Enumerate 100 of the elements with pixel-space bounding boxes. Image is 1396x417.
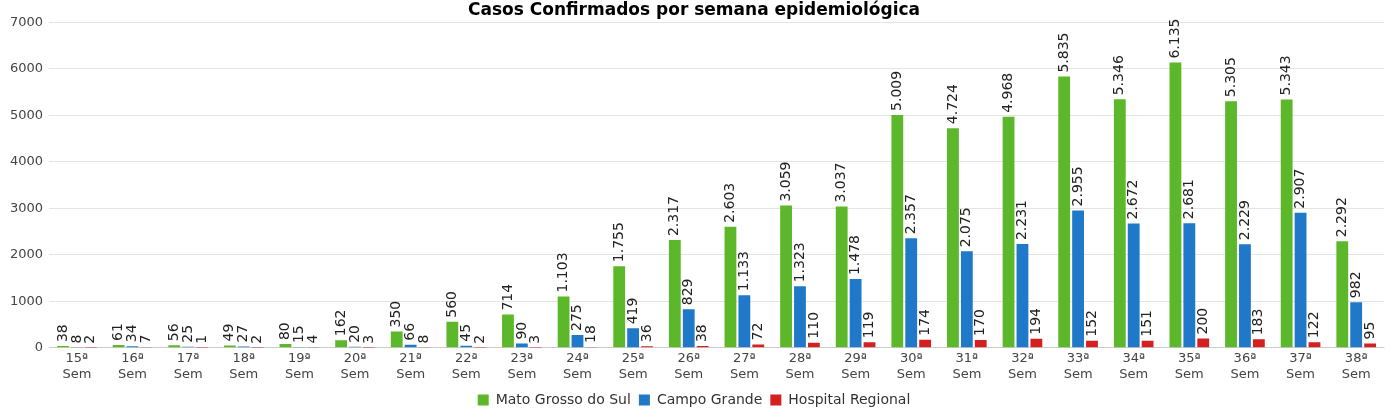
data-label: 18 <box>582 325 599 343</box>
data-label: 5.343 <box>1277 55 1294 96</box>
data-label: 2.231 <box>1013 200 1030 241</box>
data-label: 2 <box>470 334 487 344</box>
data-label: 1.323 <box>790 242 807 283</box>
data-label: 2.229 <box>1235 200 1252 241</box>
bar <box>960 251 973 348</box>
data-label: 38 <box>53 324 70 343</box>
data-label: 95 <box>1360 321 1377 340</box>
bar <box>919 339 932 348</box>
data-label: 1.755 <box>609 222 626 263</box>
x-tick-label: 20ª Sem <box>340 349 370 381</box>
data-label: 90 <box>512 321 529 340</box>
chart-title: Casos Confirmados por semana epidemiológica <box>467 0 921 19</box>
x-tick-label: 25ª Sem <box>618 349 648 381</box>
data-label: 2.075 <box>957 207 974 248</box>
y-tick-label: 5000 <box>9 106 44 122</box>
x-tick-label: 15ª Sem <box>62 349 92 381</box>
bar <box>905 238 918 348</box>
bar <box>502 314 514 348</box>
x-tick-label: 33ª Sem <box>1063 349 1093 381</box>
bar <box>627 328 640 348</box>
data-label: 200 <box>1193 307 1210 335</box>
data-label: 3.037 <box>832 162 849 203</box>
bar <box>1086 340 1098 348</box>
bar <box>1016 244 1029 348</box>
x-tick-label: 36ª Sem <box>1230 349 1260 381</box>
data-label: 5.835 <box>1054 32 1071 73</box>
bar <box>1058 76 1071 348</box>
bar <box>794 286 806 348</box>
data-label: 8 <box>415 334 432 344</box>
bar <box>1225 101 1237 348</box>
bar <box>1072 210 1084 348</box>
data-label: 2.681 <box>1179 179 1196 220</box>
bar <box>780 205 792 348</box>
data-label: 829 <box>679 278 696 306</box>
data-label: 2.955 <box>1068 166 1085 207</box>
data-label: 4.724 <box>943 84 960 125</box>
x-tick-label: 28ª Sem <box>785 349 815 381</box>
bar <box>335 340 348 348</box>
bar <box>1294 212 1307 348</box>
data-label: 151 <box>1138 310 1155 337</box>
bar <box>1113 99 1126 348</box>
data-label: 982 <box>1346 271 1363 299</box>
x-tick-label: 38ª Sem <box>1341 349 1371 381</box>
x-tick-label: 27ª Sem <box>729 349 759 381</box>
bar <box>1364 343 1376 348</box>
legend-label: Mato Grosso do Sul <box>495 390 631 407</box>
bar <box>1308 342 1321 348</box>
x-tick-label: 30ª Sem <box>896 349 926 381</box>
x-tick-label: 31ª Sem <box>952 349 982 381</box>
data-label: 1.478 <box>846 235 863 276</box>
x-tick-label: 26ª Sem <box>674 349 704 381</box>
data-label: 7 <box>137 334 154 344</box>
data-label: 419 <box>623 297 640 325</box>
data-label: 45 <box>456 323 473 342</box>
bar <box>682 309 695 348</box>
bar <box>668 240 681 348</box>
bar <box>1169 62 1182 348</box>
x-tick-label: 16ª Sem <box>118 349 147 381</box>
x-tick-label: 24ª Sem <box>563 349 592 381</box>
bar <box>835 206 848 348</box>
bar <box>1239 244 1251 348</box>
data-label: 350 <box>387 300 404 328</box>
bar <box>557 296 570 348</box>
data-label: 8 <box>67 334 84 344</box>
data-label: 2.672 <box>1124 179 1141 220</box>
data-label: 714 <box>498 283 515 311</box>
x-tick-label: 23ª Sem <box>507 349 537 381</box>
data-label: 1.133 <box>734 251 751 292</box>
data-label: 3 <box>359 334 376 344</box>
bar <box>1183 223 1196 348</box>
y-tick-label: 3000 <box>9 199 44 215</box>
data-label: 152 <box>1082 310 1099 337</box>
data-label: 174 <box>915 308 932 336</box>
bar <box>1280 99 1293 348</box>
data-label: 2.603 <box>721 182 738 223</box>
bar <box>446 321 459 348</box>
x-tick-label: 19ª Sem <box>284 349 314 381</box>
bar <box>1197 338 1210 348</box>
data-label: 2.907 <box>1291 168 1308 209</box>
x-tick-label: 37ª Sem <box>1286 349 1316 381</box>
data-label: 560 <box>442 291 459 318</box>
bar <box>849 279 862 348</box>
bar <box>1127 223 1140 348</box>
bar <box>752 344 765 348</box>
x-tick-label: 18ª Sem <box>229 349 259 381</box>
data-label: 61 <box>109 323 126 341</box>
data-label: 38 <box>693 324 710 343</box>
bar <box>1252 339 1265 348</box>
y-tick-label: 2000 <box>9 246 44 262</box>
bar <box>891 114 904 348</box>
data-label: 80 <box>276 322 293 341</box>
data-label: 119 <box>860 311 877 339</box>
bar <box>1336 241 1349 348</box>
x-tick-label: 34ª Sem <box>1119 349 1149 381</box>
x-tick-label: 21ª Sem <box>396 349 426 381</box>
data-label: 3.059 <box>776 161 793 202</box>
bar <box>947 128 959 348</box>
x-tick-label: 35ª Sem <box>1174 349 1204 381</box>
